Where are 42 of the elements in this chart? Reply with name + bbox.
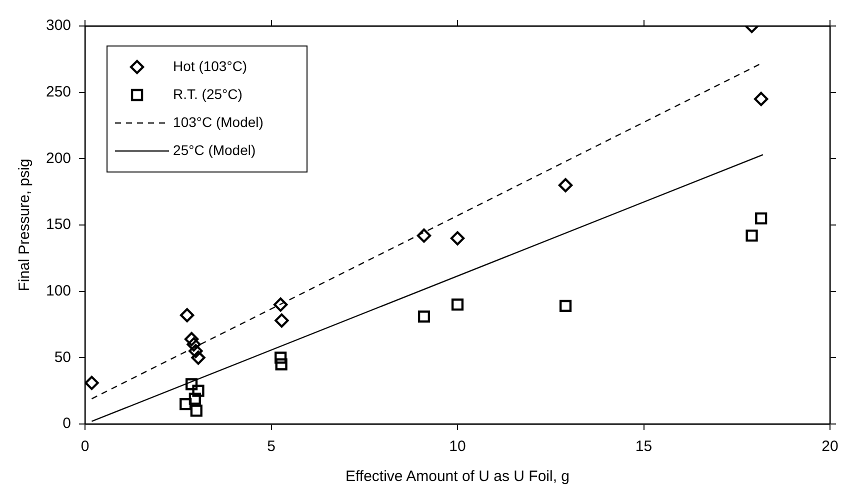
point: [451, 298, 464, 311]
y-tick-label: 300: [46, 17, 72, 34]
legend-label: Hot (103°C): [173, 58, 248, 74]
point: [188, 344, 203, 358]
y-tick-label: 100: [46, 282, 72, 300]
point: [755, 212, 768, 224]
y-tick-label: 0: [62, 415, 72, 432]
point: [184, 332, 199, 346]
point: [275, 358, 288, 370]
x-tick-label: 5: [267, 438, 276, 456]
y-tick-label: 150: [46, 216, 72, 234]
point: [273, 298, 288, 312]
point: [190, 404, 202, 417]
x-tick-label: 20: [822, 438, 838, 456]
x-tick-label: 0: [80, 438, 90, 456]
point: [186, 378, 198, 390]
point: [186, 337, 201, 352]
point: [85, 376, 99, 390]
point: [274, 313, 289, 328]
y-tick-label: 200: [46, 150, 72, 167]
point: [192, 384, 204, 397]
x-axis-title: Effective Amount of U as U Foil, g: [346, 468, 570, 486]
legend-label: 25°C (Model): [173, 142, 256, 158]
point: [450, 231, 465, 246]
point: [754, 92, 768, 106]
y-axis-title: Final Pressure, psig: [16, 158, 34, 292]
legend-label: 103°C (Model): [173, 114, 264, 130]
point: [558, 178, 573, 192]
point: [418, 310, 430, 323]
point: [746, 230, 758, 242]
point: [180, 398, 192, 410]
point: [416, 228, 432, 243]
point: [180, 308, 194, 322]
point: [274, 352, 287, 364]
point: [191, 350, 206, 365]
point: [188, 392, 201, 405]
point: [559, 300, 572, 312]
legend-label: R.T. (25°C): [173, 86, 242, 102]
y-tick-label: 250: [46, 83, 72, 100]
x-tick-label: 15: [635, 438, 652, 456]
y-tick-label: 50: [54, 348, 72, 366]
x-tick-label: 10: [449, 438, 466, 456]
